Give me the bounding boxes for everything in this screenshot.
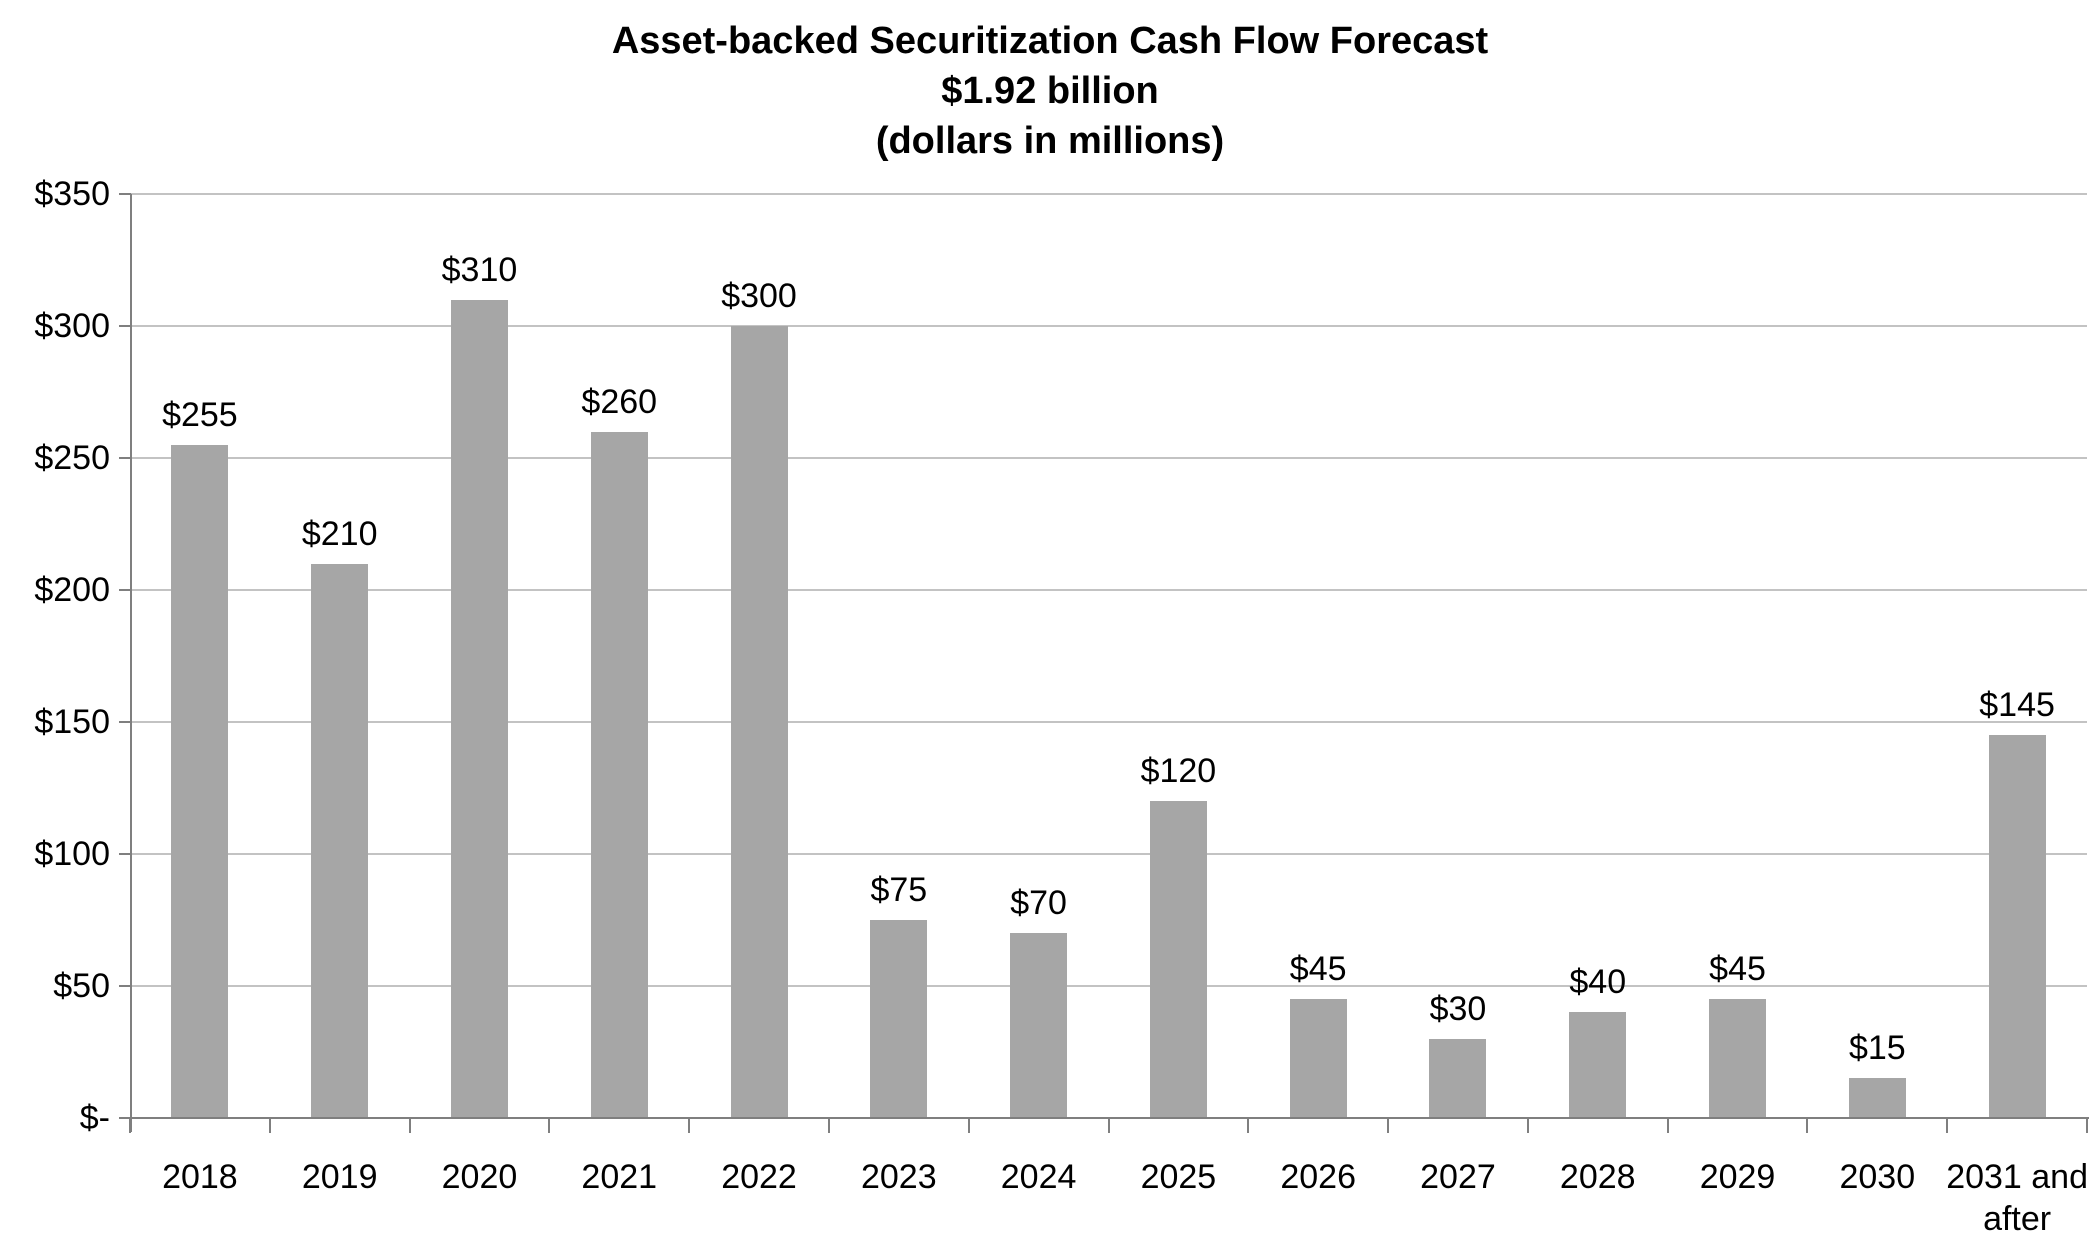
x-axis-tick-label: 2018 xyxy=(162,1158,238,1196)
y-axis-tick-mark xyxy=(119,853,131,855)
x-axis-tick-label: 2029 xyxy=(1699,1158,1776,1196)
bar xyxy=(1848,1078,1906,1118)
x-axis-tick-mark xyxy=(129,1118,131,1133)
bar xyxy=(1149,801,1207,1118)
x-axis-tick-mark xyxy=(1946,1118,1949,1133)
bar xyxy=(171,444,229,1118)
gridline xyxy=(130,193,2087,195)
x-axis-tick-mark xyxy=(1247,1118,1250,1133)
x-axis-tick-mark xyxy=(268,1118,271,1133)
y-axis-tick-label: $50 xyxy=(53,967,110,1005)
x-axis-tick-mark xyxy=(548,1118,551,1133)
gridline xyxy=(130,853,2087,855)
x-axis-tick-mark xyxy=(1806,1118,1809,1133)
gridline xyxy=(130,457,2087,459)
y-axis-tick-mark xyxy=(119,589,131,591)
x-axis-tick-label: 2024 xyxy=(1000,1158,1077,1196)
bar-value-label: $40 xyxy=(1569,963,1627,1002)
x-axis-tick-label: 2030 xyxy=(1839,1158,1916,1196)
chart-title-line2: $1.92 billion xyxy=(941,70,1159,112)
bar xyxy=(1569,1012,1627,1118)
bar xyxy=(1010,933,1068,1118)
bar-value-label: $260 xyxy=(581,382,658,421)
bar xyxy=(1429,1038,1487,1118)
bar xyxy=(870,920,928,1118)
bar-value-label: $70 xyxy=(1010,884,1067,923)
x-axis-tick-mark xyxy=(1107,1118,1110,1133)
gridline xyxy=(130,985,2087,987)
bar-value-label: $300 xyxy=(721,277,797,315)
x-axis-tick-mark xyxy=(967,1118,970,1133)
x-axis-tick-label: 2026 xyxy=(1280,1158,1356,1196)
y-axis-tick-label: $- xyxy=(79,1099,110,1137)
y-axis-tick-label: $350 xyxy=(34,175,110,213)
y-axis-tick-mark xyxy=(119,193,131,195)
bar xyxy=(311,563,369,1118)
x-axis-tick-label: 2025 xyxy=(1140,1158,1217,1196)
plot-area: $255 $210 $310 $260 $300 $75 $70 $120 $45 $30 $40 $… xyxy=(130,193,2087,1118)
chart-title-line3: (dollars in millions) xyxy=(875,120,1225,162)
bar-value-label: $45 xyxy=(1709,950,1766,989)
bar-value-label: $30 xyxy=(1429,989,1487,1028)
y-axis-tick-mark xyxy=(119,325,131,327)
y-axis-tick-label: $100 xyxy=(34,835,110,873)
y-axis-tick-mark xyxy=(119,721,131,723)
x-axis-tick-mark xyxy=(408,1118,411,1133)
bar-value-label: $15 xyxy=(1848,1029,1906,1068)
x-axis-tick-label: 2023 xyxy=(860,1158,937,1196)
bar-value-label: $255 xyxy=(162,395,238,434)
y-axis-tick-mark xyxy=(119,1117,131,1119)
x-axis-tick-mark xyxy=(1387,1118,1390,1133)
y-axis-tick-label: $200 xyxy=(34,571,110,609)
bar-value-label: $75 xyxy=(870,871,928,909)
gridline xyxy=(130,325,2087,327)
bar-value-label: $45 xyxy=(1289,950,1347,989)
x-axis-tick-mark xyxy=(1526,1118,1529,1133)
x-axis-tick-label: 2028 xyxy=(1559,1158,1636,1196)
x-axis-tick-label: 2021 xyxy=(581,1158,658,1196)
x-axis-line xyxy=(130,1117,2089,1119)
gridline xyxy=(130,589,2087,591)
x-axis-tick-label: 2019 xyxy=(301,1158,378,1196)
bar-value-label: $120 xyxy=(1140,752,1217,791)
y-axis-tick-mark xyxy=(119,985,131,987)
bar xyxy=(1988,735,2046,1118)
x-axis-tick-mark xyxy=(688,1118,691,1133)
bar xyxy=(450,299,508,1118)
gridline xyxy=(130,721,2087,723)
x-axis-tick-label: 2031 and after xyxy=(1946,1158,2088,1236)
bar xyxy=(590,431,648,1118)
y-axis-tick-mark xyxy=(119,457,131,459)
x-axis-tick-mark xyxy=(827,1118,830,1133)
y-axis-tick-label: $250 xyxy=(34,439,110,477)
chart-title: Asset-backed Securitization Cash Flow Fo… xyxy=(0,16,2100,166)
y-axis-tick-label: $300 xyxy=(34,307,110,345)
bar xyxy=(1709,999,1767,1118)
y-axis-line xyxy=(130,194,132,1132)
x-axis-tick-mark xyxy=(1666,1118,1669,1133)
chart-title-line1: Asset-backed Securitization Cash Flow Fo… xyxy=(611,20,1489,62)
bar xyxy=(730,326,788,1118)
x-axis-tick-label: 2022 xyxy=(721,1158,797,1196)
y-axis-tick-label: $150 xyxy=(34,703,110,741)
bar xyxy=(1289,999,1347,1118)
x-axis-tick-label: 2020 xyxy=(441,1158,518,1196)
x-axis-tick-label: 2027 xyxy=(1420,1158,1496,1196)
x-axis-tick-mark xyxy=(2086,1118,2088,1133)
bar-value-label: $210 xyxy=(301,514,378,553)
bar-value-label: $310 xyxy=(441,250,518,289)
bar-value-label: $145 xyxy=(1979,686,2055,725)
